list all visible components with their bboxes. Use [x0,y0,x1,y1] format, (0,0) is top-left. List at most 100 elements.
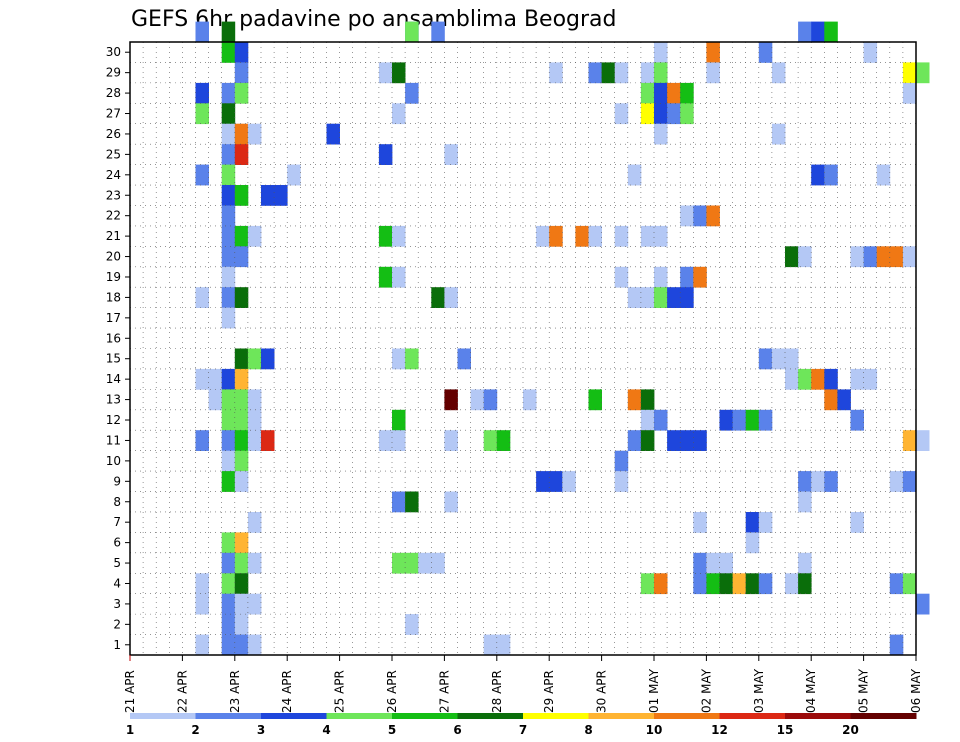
heatmap-cell [811,164,825,186]
heatmap-cell [588,225,602,247]
heatmap-cell [863,246,878,268]
color-legend: 1 2 3 4 5 6 7 8 10 12 15 20 [126,713,917,737]
x-tick-label: 21 APR [123,670,137,713]
heatmap-cell [771,348,786,370]
heatmap-cell [902,430,917,451]
heatmap-cell [654,62,668,84]
heatmap-cell [221,368,236,390]
heatmap-cell [221,307,236,329]
heatmap-cell [483,430,498,451]
heatmap-cell [680,266,694,288]
heatmap-cell [771,123,786,145]
heatmap-cell [431,21,445,43]
heatmap-cell [234,144,249,165]
y-tick-label: 17 [106,311,121,325]
plot-frame [129,41,917,656]
heatmap-cell [654,287,668,308]
heatmap-cell [326,123,340,145]
heatmap-cell [719,409,733,431]
heatmap-cell [627,164,642,186]
y-tick-label: 26 [106,127,121,141]
legend-label: 10 [646,723,663,737]
heatmap-cell [444,144,458,165]
heatmap-cell [221,614,236,635]
heatmap-cell [680,430,694,451]
legend-label: 3 [257,723,265,737]
y-tick-label: 23 [106,188,121,202]
heatmap-cell [392,266,406,288]
y-tick-label: 10 [106,454,121,468]
heatmap-cell [221,82,236,104]
heatmap-cell [392,430,406,451]
y-tick-label: 7 [113,515,121,529]
heatmap-cell [234,368,249,390]
heatmap-cell [221,450,236,472]
heatmap-cell [824,368,838,390]
heatmap-cell [693,573,707,595]
heatmap-cell [221,21,236,43]
heatmap-cell [640,82,655,104]
heatmap-cell [234,42,249,63]
heatmap-cell [234,614,249,635]
x-axis-ticks: 21 APR 22 APR 23 APR 24 APR 25 APR 26 APR 27 A… [123,655,923,713]
legend-swatch [195,713,262,719]
legend-label: 20 [842,723,859,737]
heatmap-cell [195,82,209,104]
heatmap-cell [234,552,249,574]
heatmap-cell [654,42,668,63]
heatmap-cell [916,593,930,615]
heatmap-cell [195,368,209,390]
heatmap-cell [221,103,236,125]
heatmap-cell [287,164,301,186]
heatmap-cell [798,573,812,595]
y-tick-label: 13 [106,393,121,407]
heatmap-cell [719,552,733,574]
x-tick-label: 22 APR [175,670,189,713]
legend-label: 6 [453,723,461,737]
y-tick-label: 28 [106,86,121,100]
heatmap-cell [247,512,262,533]
y-tick-label: 1 [113,638,121,652]
x-tick-label: 28 APR [490,670,504,713]
heatmap-cell [221,225,236,247]
heatmap-cell [745,532,760,554]
heatmap-cell [627,287,642,308]
heatmap-cell [483,634,498,656]
heatmap-cell [785,348,799,370]
heatmap-cell [378,225,393,247]
heatmap-cell [247,409,262,431]
x-tick-label: 06 MAY [909,668,923,713]
legend-swatch [261,713,327,719]
legend-label: 5 [388,723,396,737]
heatmap-cell [549,62,563,84]
heatmap-cell [798,552,812,574]
heatmap-cell [392,62,406,84]
legend-swatch [785,713,851,719]
heatmap-cell [902,82,917,104]
heatmap-cell [392,552,406,574]
heatmap-cell [234,389,249,411]
y-tick-label: 25 [106,147,121,161]
heatmap-cell [221,42,236,63]
heatmap-cell [667,103,681,125]
legend-label: 8 [584,723,592,737]
heatmap-cell [247,123,262,145]
y-tick-label: 16 [106,331,121,345]
heatmap-cell [667,430,681,451]
y-tick-label: 3 [113,597,121,611]
heatmap-cell [405,552,419,574]
heatmap-cell [247,225,262,247]
heatmap-cell [916,62,930,84]
heatmap-cell [221,634,236,656]
x-tick-label: 27 APR [437,670,451,713]
heatmap-cell [536,471,550,492]
heatmap-cell [640,225,655,247]
heatmap-cell [680,82,694,104]
heatmap-cell [785,246,799,268]
heatmap-cell [850,246,864,268]
heatmap-cell [758,409,773,431]
heatmap-cell [654,82,668,104]
heatmap-cell [614,450,629,472]
heatmap-cell [274,185,288,206]
heatmap-cell [693,552,707,574]
